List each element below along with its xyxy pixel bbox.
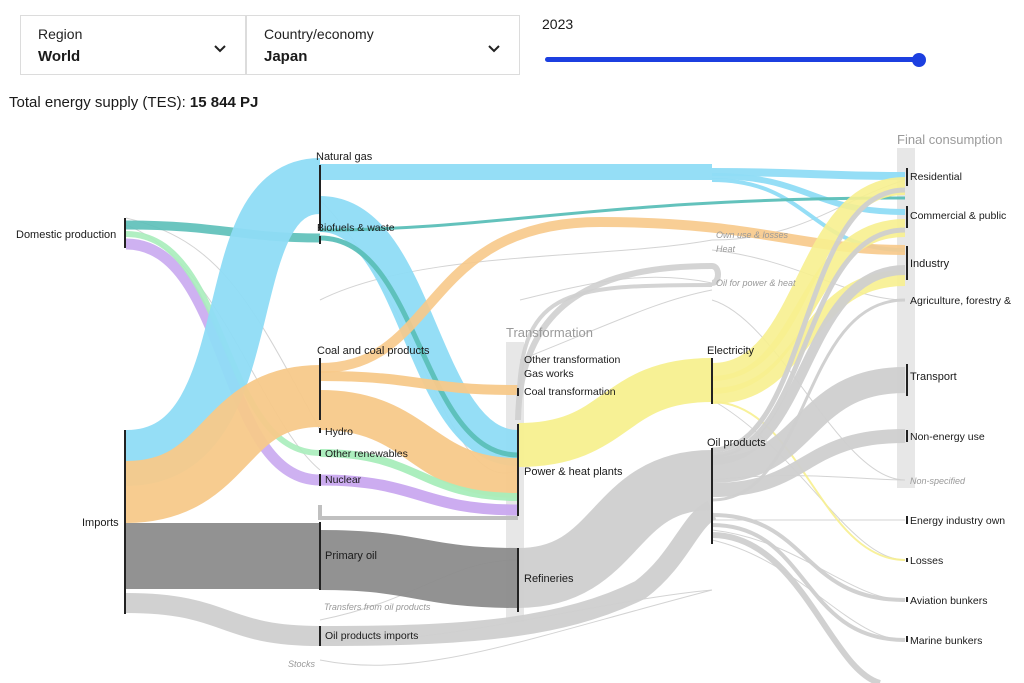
flow-electricity-losses — [711, 401, 906, 561]
country-value: Japan — [264, 48, 308, 65]
flow-power-electricity — [517, 358, 713, 467]
label-non-energy-use[interactable]: Non-energy use — [910, 431, 985, 443]
transformation-header: Transformation — [506, 325, 593, 340]
chevron-down-icon — [488, 45, 500, 53]
flow-primary-oil-refineries — [319, 530, 519, 608]
flow-oil-offpage — [711, 532, 881, 683]
label-commercial-public[interactable]: Commercial & public — [910, 210, 1006, 222]
flow-biofuels-power — [319, 235, 519, 458]
label-biofuels-waste[interactable]: Biofuels & waste — [317, 222, 395, 234]
label-coal-products[interactable]: Coal and coal products — [317, 345, 430, 357]
label-domestic-production[interactable]: Domestic production — [16, 229, 116, 241]
year-label: 2023 — [542, 16, 574, 32]
flow-oil-transport — [711, 367, 906, 483]
flow-electricity-commercial — [711, 219, 906, 394]
label-other-transformation[interactable]: Other transformation — [524, 354, 620, 366]
label-electricity[interactable]: Electricity — [707, 345, 755, 357]
flow-gas-commercial — [711, 173, 906, 215]
flow-coal-transformation — [319, 371, 519, 395]
label-marine-bunkers[interactable]: Marine bunkers — [910, 635, 982, 647]
flow-oil-loop — [318, 505, 518, 520]
flow-refineries-oil-products — [516, 450, 714, 608]
year-slider-thumb[interactable] — [912, 53, 926, 67]
label-aviation-bunkers[interactable]: Aviation bunkers — [910, 595, 987, 607]
year-slider-track[interactable] — [545, 57, 922, 62]
flow-oil-power-heat-2 — [516, 283, 713, 411]
flow-oil-marine — [711, 523, 906, 642]
flow-imports-oil-products — [125, 593, 321, 646]
label-oil-power-heat[interactable]: Oil for power & heat — [716, 278, 796, 288]
label-gas-works[interactable]: Gas works — [524, 368, 574, 380]
flow-coal-power — [319, 390, 519, 498]
flow-oil-power-heat — [515, 262, 721, 421]
flow-nuclear-power — [319, 474, 519, 516]
flow-domestic-biofuels — [125, 220, 321, 243]
flow-oil-non-energy — [711, 429, 906, 497]
flow-coal-industry — [319, 216, 906, 373]
label-energy-industry-own[interactable]: Energy industry own — [910, 515, 1005, 527]
flow-oil-commercial — [711, 227, 906, 458]
flow-imports-natural-gas — [124, 158, 323, 486]
region-dropdown[interactable]: Region World — [20, 15, 246, 75]
label-heat[interactable]: Heat — [716, 244, 736, 254]
flow-biofuels-final — [319, 196, 906, 232]
flow-gas-residential — [711, 168, 906, 180]
label-oil-products[interactable]: Oil products — [707, 437, 766, 449]
label-agriculture[interactable]: Agriculture, forestry & — [910, 295, 1011, 307]
label-hydro[interactable]: Hydro — [325, 426, 353, 438]
node-bars — [124, 165, 908, 646]
flow-oil-industry — [711, 265, 906, 465]
label-stocks[interactable]: Stocks — [288, 659, 316, 669]
flow-electricity-residential — [711, 177, 906, 381]
flow-oil-residential — [711, 187, 906, 453]
label-other-renewables[interactable]: Other renewables — [325, 448, 408, 460]
label-oil-products-imports[interactable]: Oil products imports — [325, 630, 418, 642]
label-refineries[interactable]: Refineries — [524, 573, 574, 585]
label-residential[interactable]: Residential — [910, 171, 962, 183]
label-transport[interactable]: Transport — [910, 371, 957, 383]
label-industry[interactable]: Industry — [910, 258, 950, 270]
label-power-heat-plants[interactable]: Power & heat plants — [524, 466, 623, 478]
tes-summary: Total energy supply (TES): 15 844 PJ — [9, 94, 258, 111]
label-non-specified[interactable]: Non-specified — [910, 476, 966, 486]
flow-gas-power — [318, 196, 520, 466]
label-own-use-losses[interactable]: Own use & losses — [716, 230, 789, 240]
label-primary-oil[interactable]: Primary oil — [325, 550, 377, 562]
region-label: Region — [38, 26, 83, 42]
flow-renewables-power — [319, 449, 519, 501]
label-imports[interactable]: Imports — [82, 517, 119, 529]
country-dropdown[interactable]: Country/economy Japan — [246, 15, 520, 75]
tes-label: Total energy supply (TES): — [9, 94, 186, 111]
flow-imports-coal — [124, 365, 322, 523]
tes-value: 15 844 PJ — [189, 94, 259, 111]
label-coal-transformation[interactable]: Coal transformation — [524, 386, 616, 398]
final-consumption-header: Final consumption — [897, 132, 1003, 147]
flow-oil-agriculture — [711, 298, 906, 502]
label-nuclear[interactable]: Nuclear — [325, 474, 362, 486]
label-losses[interactable]: Losses — [910, 555, 943, 567]
region-value: World — [38, 48, 81, 65]
country-label: Country/economy — [264, 26, 374, 42]
flow-oil-imports-oil-products — [319, 500, 718, 646]
flow-oil-aviation — [711, 513, 906, 602]
label-natural-gas[interactable]: Natural gas — [316, 151, 373, 163]
label-transfers[interactable]: Transfers from oil products — [324, 602, 431, 612]
chevron-down-icon — [214, 45, 226, 53]
